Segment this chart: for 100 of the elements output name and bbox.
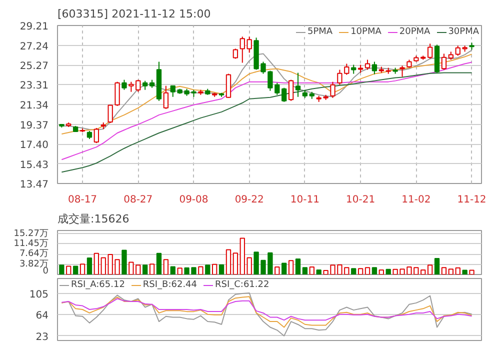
- y-tick-label: 25.27: [20, 61, 49, 72]
- bar: [282, 262, 287, 274]
- legend-label: 5PMA: [307, 27, 333, 37]
- candlestick: [441, 53, 447, 70]
- bar: [240, 238, 245, 274]
- bar: [86, 257, 92, 274]
- bar: [288, 260, 294, 274]
- bar: [469, 270, 474, 274]
- candlestick: [372, 61, 378, 75]
- x-tick-label: 10-21: [346, 194, 376, 206]
- y-tick-label: 19.37: [20, 120, 49, 132]
- x-tick-label: 08-27: [124, 194, 153, 206]
- candlestick: [94, 127, 100, 144]
- bar: [351, 268, 356, 274]
- bar: [232, 252, 238, 274]
- y-tick-label: 27.24: [20, 41, 49, 52]
- y-tick-label: 15.43: [20, 160, 49, 171]
- chart-title: 成交量:15626: [58, 212, 130, 226]
- candlestick: [240, 36, 245, 64]
- bar: [358, 268, 364, 274]
- bar: [177, 268, 182, 274]
- bar: [72, 266, 78, 274]
- y-tick-label: 29.21: [20, 22, 49, 32]
- y-tick-label: 7.64万: [19, 249, 49, 260]
- bar: [427, 264, 433, 274]
- x-tick-label: 09-22: [234, 194, 264, 206]
- bar: [372, 267, 378, 274]
- candlestick: [400, 65, 405, 78]
- line-series: [61, 296, 472, 328]
- bar: [142, 264, 148, 274]
- bar: [212, 264, 218, 274]
- legend-label: 20PMA: [399, 27, 430, 37]
- y-tick-label: 13.47: [20, 180, 49, 190]
- y-tick-label: 0: [42, 266, 49, 276]
- y-tick-label: 17.40: [20, 140, 49, 152]
- bar: [226, 249, 232, 274]
- y-tick-label: 105: [29, 289, 49, 300]
- x-tick-label: 09-08: [179, 194, 208, 206]
- bar: [434, 258, 440, 274]
- bar: [94, 252, 100, 274]
- bar: [295, 258, 301, 274]
- legend-label: RSI_B:62.44: [142, 280, 198, 290]
- bar: [205, 264, 210, 274]
- x-tick-label: 11-02: [402, 194, 431, 206]
- bar: [156, 252, 162, 274]
- candlestick: [282, 87, 287, 102]
- bar: [149, 264, 155, 274]
- y-tick-label: 23: [36, 332, 49, 343]
- bar: [59, 264, 64, 274]
- x-tick-label: 08-17: [68, 194, 98, 206]
- bar: [316, 269, 322, 274]
- candlestick: [163, 85, 169, 110]
- bar: [386, 268, 391, 274]
- legend-label: 30PMA: [448, 27, 479, 37]
- candlestick: [351, 64, 356, 74]
- bar: [378, 269, 384, 274]
- candlestick: [114, 81, 120, 106]
- candlestick: [427, 43, 433, 60]
- y-tick-label: 3.82万: [19, 259, 49, 270]
- chart-title: [603315] 2021-11-12 15:00: [58, 8, 211, 20]
- bar: [274, 266, 280, 274]
- bar: [462, 270, 468, 274]
- bar: [455, 267, 460, 274]
- candlestick: [142, 80, 148, 90]
- bar: [302, 267, 308, 274]
- candlestick: [122, 79, 127, 90]
- bar: [448, 268, 454, 274]
- candlestick: [330, 81, 336, 98]
- y-tick-label: 15.27万: [14, 228, 48, 239]
- x-tick-label: 10-11: [290, 194, 320, 206]
- legend-label: RSI_A:65.12: [71, 280, 125, 290]
- line-series: [61, 72, 472, 173]
- bar: [198, 266, 204, 274]
- candlestick: [232, 48, 238, 60]
- bar: [66, 266, 72, 274]
- bar: [122, 250, 127, 274]
- bar: [420, 269, 426, 274]
- legend-label: RSI_C:61.22: [215, 280, 270, 290]
- bar: [218, 264, 224, 274]
- candlestick: [364, 59, 370, 70]
- candlestick: [344, 63, 350, 76]
- candlestick: [288, 79, 294, 102]
- y-tick-label: 11.45万: [14, 238, 48, 249]
- bar: [170, 266, 176, 274]
- legend-label: 10PMA: [350, 27, 382, 37]
- candlestick: [337, 69, 342, 86]
- candlestick: [295, 72, 301, 98]
- candlestick: [246, 36, 252, 54]
- y-tick-label: 21.34: [20, 100, 49, 112]
- bar: [163, 259, 169, 274]
- y-tick-label: 23.31: [20, 80, 49, 92]
- candlestick: [226, 73, 232, 98]
- y-tick-label: 64: [36, 310, 49, 322]
- candlestick: [108, 104, 113, 124]
- x-tick-label: 11-12: [457, 194, 486, 206]
- bar: [441, 267, 447, 274]
- bar: [309, 266, 314, 274]
- line-series: [61, 298, 472, 321]
- bar: [80, 264, 86, 274]
- bar: [246, 257, 252, 274]
